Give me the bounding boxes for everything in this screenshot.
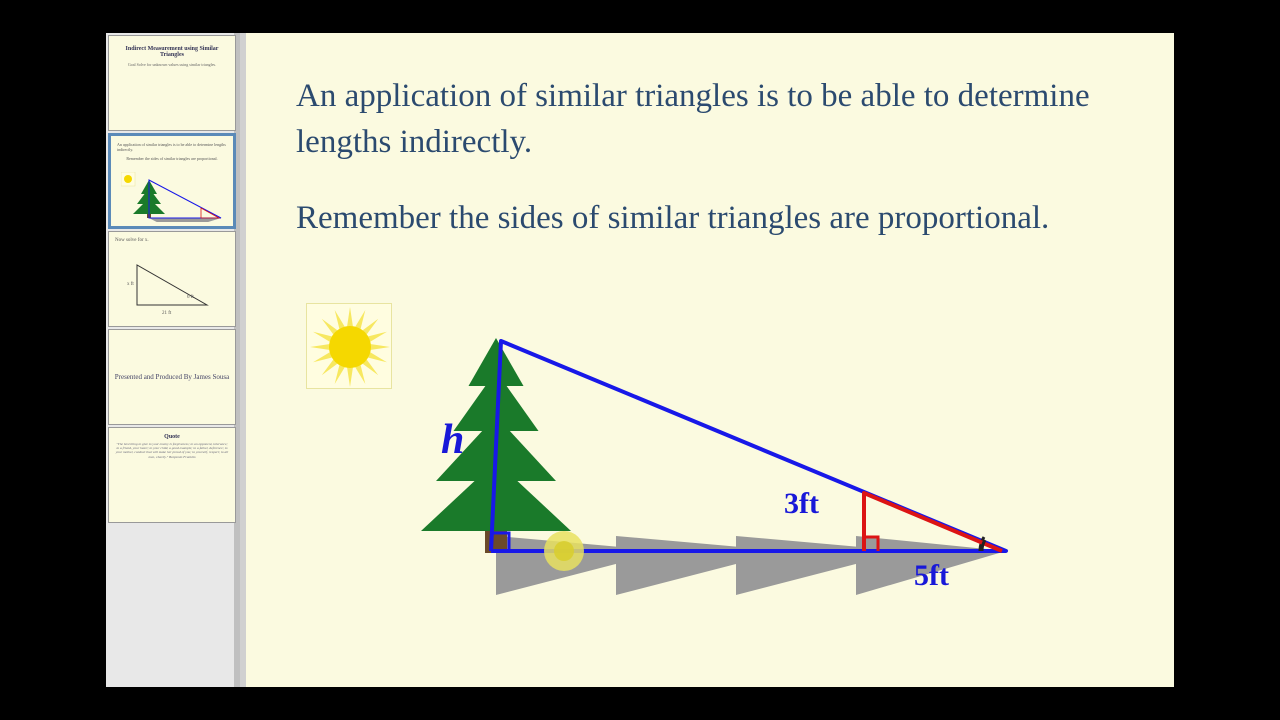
thumbnail-slide-5[interactable]: Quote "The best thing to give to your en… [108,427,236,523]
svg-text:x ft: x ft [127,282,134,287]
small-base-label: 5ft [914,559,949,593]
thumb-text2: Remember the sides of similar triangles … [124,154,219,163]
small-height-label: 3ft [784,487,819,521]
thumb-quote: "The best thing to give to your enemy is… [113,440,231,461]
thumb-triangle: x ft 6 ft 21 ft [127,260,197,304]
slide-paragraph-1: An application of similar triangles is t… [296,73,1124,165]
thumbnail-slide-2[interactable]: An application of similar triangles is t… [108,133,236,229]
thumb-diagram [121,172,229,222]
thumb-subtitle: Goal Solve for unknown values using simi… [128,62,216,67]
similar-triangles-diagram: h 3ft 5ft [306,303,1026,653]
thumb-title: Indirect Measurement using Similar Trian… [113,46,231,58]
thumbnail-slide-3[interactable]: Now solve for x. x ft 6 ft 21 ft [108,231,236,327]
slide-paragraph-2: Remember the sides of similar triangles … [296,195,1124,241]
svg-text:6 ft: 6 ft [187,295,194,300]
svg-text:21 ft: 21 ft [162,311,172,316]
main-slide-area: An application of similar triangles is t… [246,33,1174,687]
thumb-text: An application of similar triangles is t… [115,140,229,154]
thumb-text: Now solve for x. [113,236,231,245]
thumb-text: Presented and Produced By James Sousa [115,373,230,381]
thumbnail-slide-4[interactable]: Presented and Produced By James Sousa [108,329,236,425]
slide-thumbnails-panel: Indirect Measurement using Similar Trian… [106,33,240,687]
thumbnail-slide-1[interactable]: Indirect Measurement using Similar Trian… [108,35,236,131]
presentation-frame: Indirect Measurement using Similar Trian… [106,33,1174,687]
height-label: h [441,416,464,464]
diagram-svg [306,303,1026,653]
